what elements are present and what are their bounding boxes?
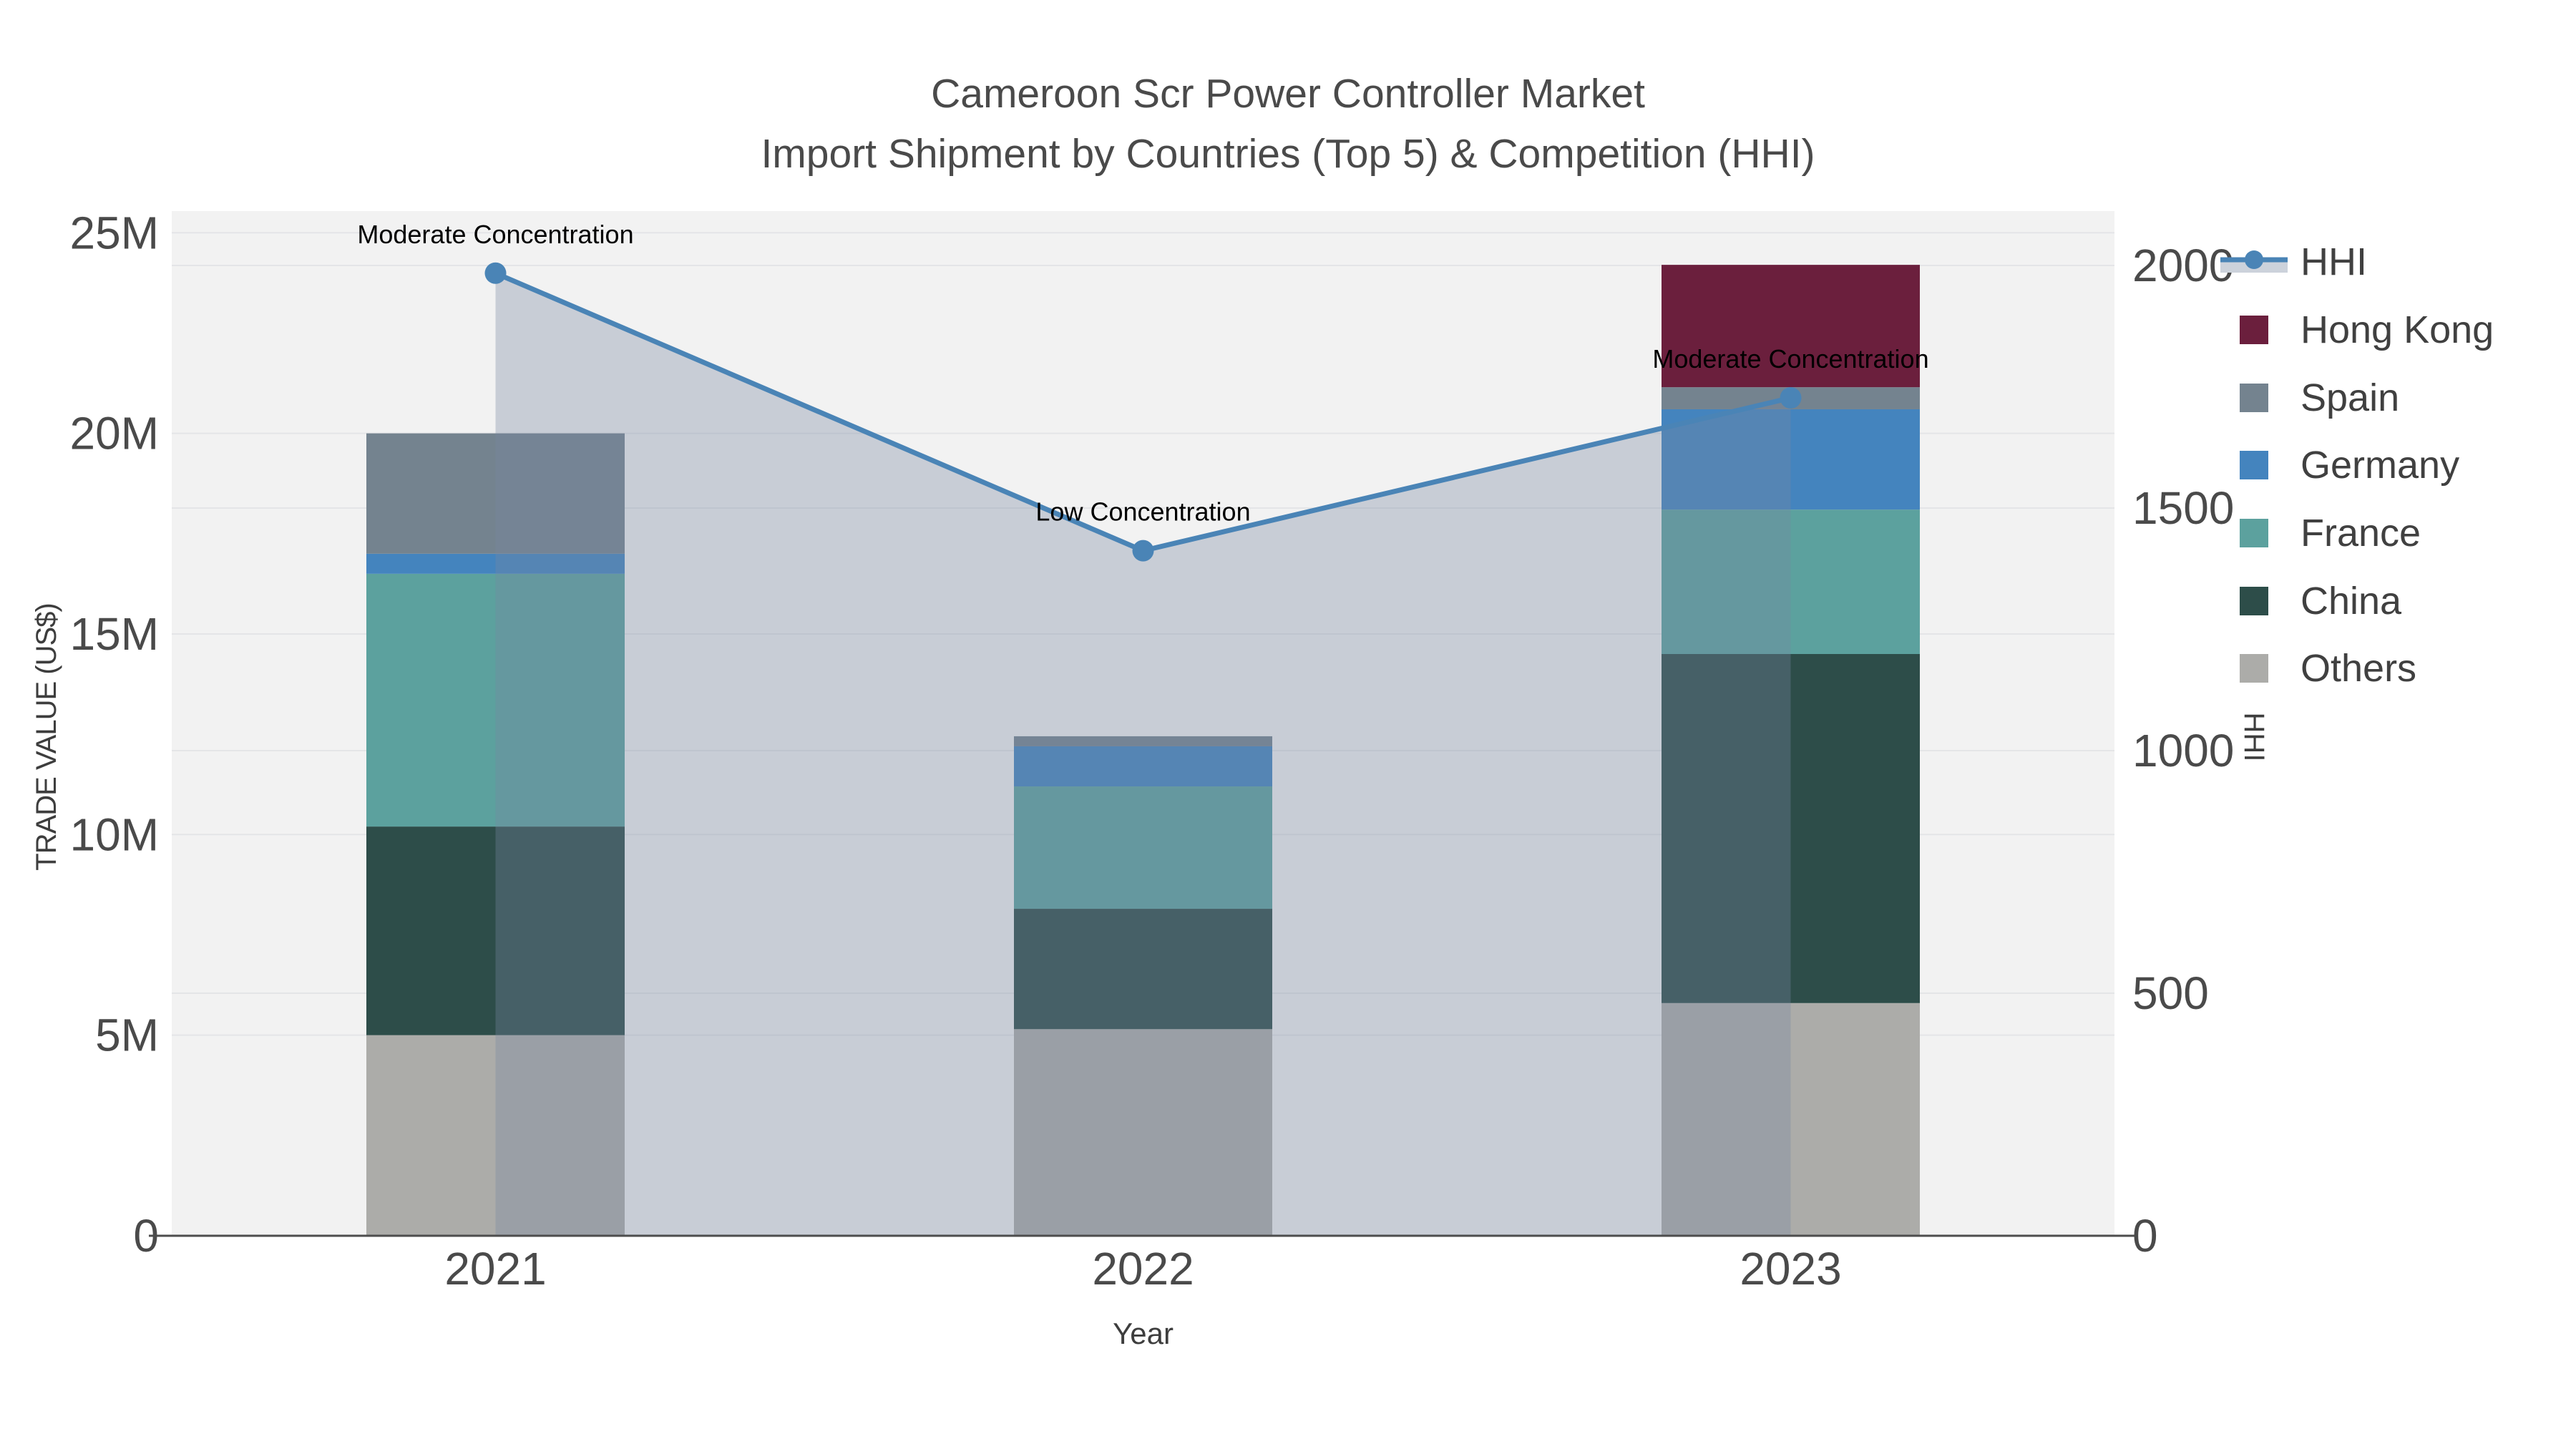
bar-segment-others-2023[interactable] [1662, 1002, 1920, 1236]
legend-item-china[interactable]: China [2240, 580, 2402, 623]
bar-segment-spain-2021[interactable] [366, 433, 625, 554]
y-left-tick-label-5M: 5M [95, 1010, 159, 1061]
y-right-tick-label-2000: 2000 [2132, 240, 2234, 291]
y-left-axis-title: TRADE VALUE (US$) [31, 603, 62, 870]
annotation-2022: Low Concentration [1035, 497, 1250, 527]
y-left-tick-label-25M: 25M [70, 207, 160, 258]
legend-item-hhi[interactable]: HHI [2220, 240, 2367, 283]
y-right-axis-title: HHI [2238, 713, 2270, 762]
bar-segment-others-2021[interactable] [366, 1035, 625, 1236]
bar-segment-hong-kong-2023[interactable] [1662, 265, 1920, 388]
y-right-tick-label-500: 500 [2132, 967, 2209, 1019]
legend-label-france: France [2301, 512, 2421, 555]
bar-segment-china-2021[interactable] [366, 826, 625, 1035]
legend-swatch-germany-icon [2240, 451, 2268, 479]
hhi-area-fill [495, 273, 1791, 1236]
chart-subtitle: Import Shipment by Countries (Top 5) & C… [761, 131, 1815, 177]
bar-segment-china-2022[interactable] [1014, 909, 1272, 1030]
legend-label-germany: Germany [2301, 444, 2459, 487]
y-left-tick-label-10M: 10M [70, 809, 160, 860]
y-right-tick-label-1500: 1500 [2132, 482, 2234, 534]
hhi-marker-2023[interactable] [1780, 387, 1802, 409]
legend-label-hong-kong: Hong Kong [2301, 308, 2494, 351]
legend-item-spain[interactable]: Spain [2240, 376, 2399, 419]
bar-segment-spain-2022[interactable] [1014, 736, 1272, 746]
bar-segment-france-2023[interactable] [1662, 509, 1920, 655]
bar-segment-france-2021[interactable] [366, 573, 625, 827]
hhi-marker-2022[interactable] [1132, 540, 1154, 562]
y-right-tick-label-0: 0 [2132, 1210, 2158, 1262]
y-left-tick-label-15M: 15M [70, 608, 160, 660]
legend-item-germany[interactable]: Germany [2240, 444, 2459, 487]
legend-label-spain: Spain [2301, 376, 2399, 419]
legend-item-hong-kong[interactable]: Hong Kong [2240, 308, 2494, 351]
bar-segment-others-2022[interactable] [1014, 1029, 1272, 1236]
legend-item-france[interactable]: France [2240, 512, 2421, 555]
legend-swatch-spain-icon [2240, 384, 2268, 412]
x-tick-label-2023: 2023 [1740, 1243, 1841, 1294]
hhi-marker-swatch-icon [2245, 250, 2263, 269]
legend-swatch-china-icon [2240, 587, 2268, 615]
legend-item-others[interactable]: Others [2240, 647, 2416, 690]
bar-segment-germany-2022[interactable] [1014, 746, 1272, 787]
bar-segment-germany-2023[interactable] [1662, 409, 1920, 510]
legend-swatch-france-icon [2240, 519, 2268, 547]
legend-swatch-others-icon [2240, 654, 2268, 683]
hhi-marker-2021[interactable] [484, 262, 507, 284]
y-right-tick-label-1000: 1000 [2132, 725, 2234, 776]
legend-swatch-hong-kong-icon [2240, 316, 2268, 344]
bar-segment-france-2022[interactable] [1014, 786, 1272, 909]
y-left-tick-label-0: 0 [133, 1210, 159, 1262]
x-tick-label-2022: 2022 [1092, 1243, 1194, 1294]
chart-title: Cameroon Scr Power Controller Market [931, 71, 1645, 117]
y-left-tick-label-20M: 20M [70, 408, 160, 459]
annotation-2021: Moderate Concentration [357, 220, 633, 249]
bar-segment-china-2023[interactable] [1662, 654, 1920, 1003]
legend-label-china: China [2301, 580, 2402, 623]
bar-segment-germany-2021[interactable] [366, 553, 625, 574]
x-axis-title: Year [1113, 1317, 1174, 1350]
x-tick-label-2021: 2021 [444, 1243, 546, 1294]
legend-label-hhi: HHI [2301, 240, 2367, 283]
legend-label-others: Others [2301, 647, 2416, 690]
annotation-2023: Moderate Concentration [1652, 344, 1928, 374]
